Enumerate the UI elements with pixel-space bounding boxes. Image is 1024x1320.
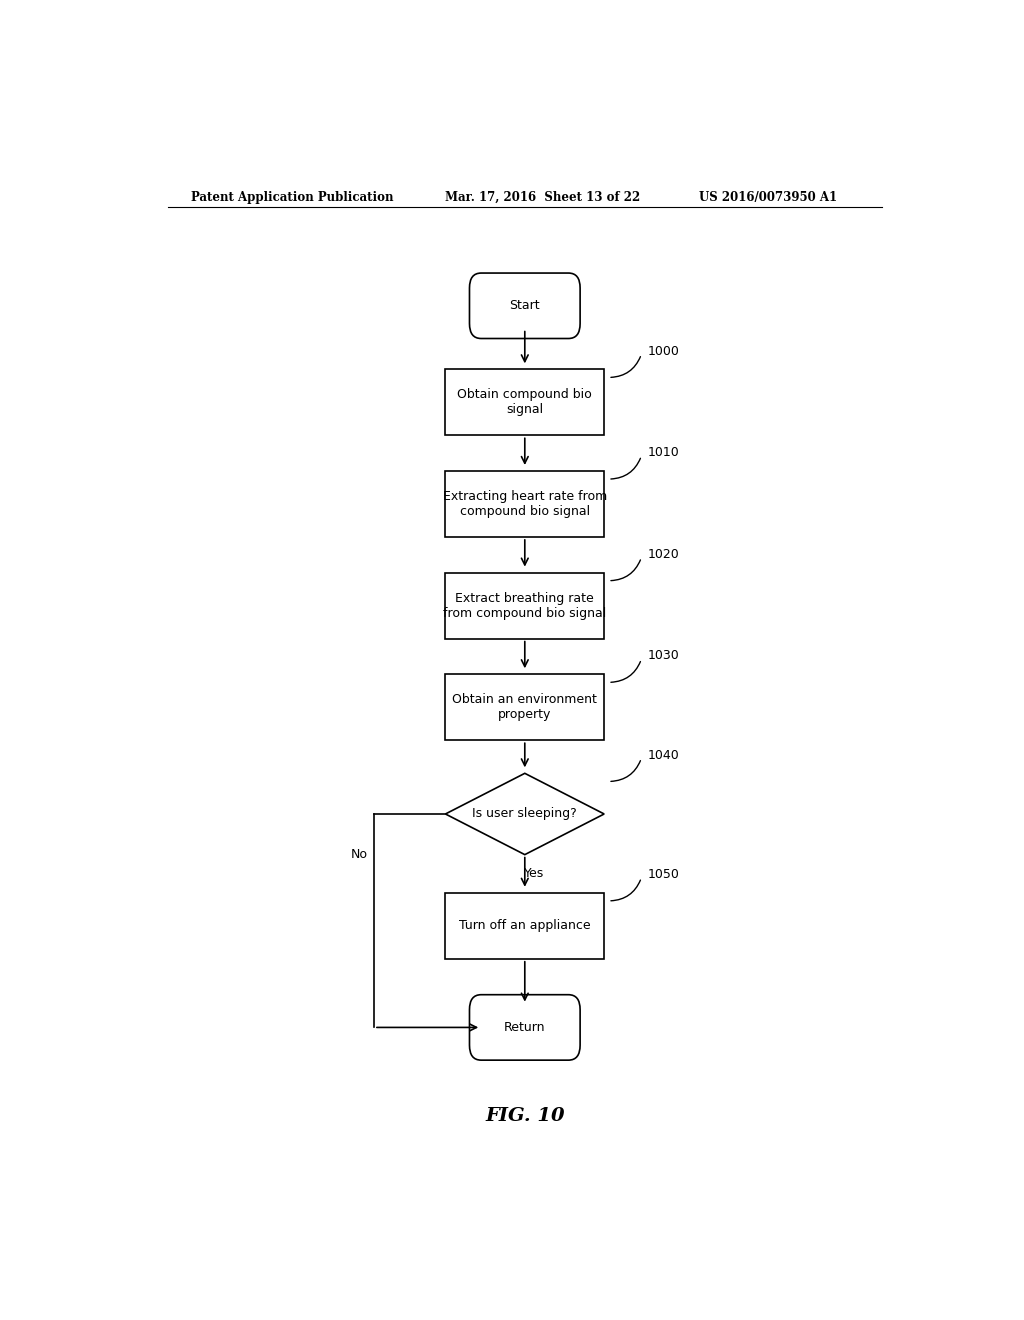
Text: Extract breathing rate
from compound bio signal: Extract breathing rate from compound bio… bbox=[443, 591, 606, 619]
Text: Obtain compound bio
signal: Obtain compound bio signal bbox=[458, 388, 592, 416]
Text: 1010: 1010 bbox=[648, 446, 680, 459]
Text: FIG. 10: FIG. 10 bbox=[485, 1107, 564, 1125]
Text: Is user sleeping?: Is user sleeping? bbox=[472, 808, 578, 821]
Text: Patent Application Publication: Patent Application Publication bbox=[191, 190, 394, 203]
Bar bbox=[445, 573, 604, 639]
Text: Extracting heart rate from
compound bio signal: Extracting heart rate from compound bio … bbox=[442, 490, 607, 517]
Bar bbox=[445, 892, 604, 958]
Polygon shape bbox=[445, 774, 604, 854]
FancyBboxPatch shape bbox=[469, 995, 581, 1060]
Text: 1050: 1050 bbox=[648, 869, 680, 880]
Text: Turn off an appliance: Turn off an appliance bbox=[459, 919, 591, 932]
Bar bbox=[445, 675, 604, 741]
Bar bbox=[445, 471, 604, 537]
Text: Mar. 17, 2016  Sheet 13 of 22: Mar. 17, 2016 Sheet 13 of 22 bbox=[445, 190, 641, 203]
Bar bbox=[445, 370, 604, 436]
Text: 1000: 1000 bbox=[648, 345, 680, 358]
Text: Yes: Yes bbox=[524, 867, 545, 880]
Text: 1020: 1020 bbox=[648, 548, 680, 561]
Text: US 2016/0073950 A1: US 2016/0073950 A1 bbox=[699, 190, 838, 203]
Text: Obtain an environment
property: Obtain an environment property bbox=[453, 693, 597, 721]
Text: Return: Return bbox=[504, 1020, 546, 1034]
Text: Start: Start bbox=[510, 300, 540, 313]
Text: 1030: 1030 bbox=[648, 649, 680, 663]
Text: No: No bbox=[351, 849, 369, 861]
Text: 1040: 1040 bbox=[648, 748, 680, 762]
FancyBboxPatch shape bbox=[469, 273, 581, 338]
